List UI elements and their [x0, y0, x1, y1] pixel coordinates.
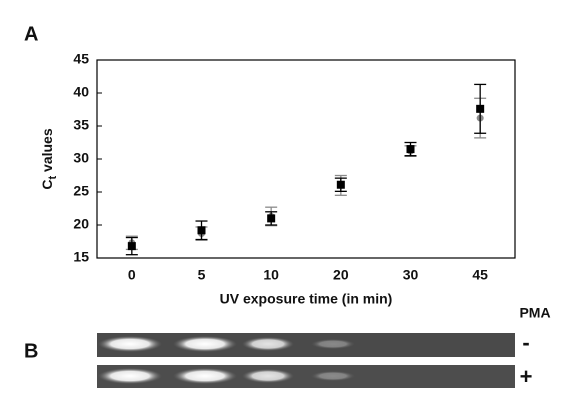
- panel-label: B: [24, 340, 38, 362]
- x-axis-label: UV exposure time (in min): [220, 291, 393, 307]
- x-tick-label: 10: [263, 267, 279, 283]
- x-tick-label: 20: [333, 267, 349, 283]
- y-tick-label: 20: [73, 216, 89, 232]
- marker: [406, 145, 415, 154]
- gel: [97, 365, 515, 388]
- y-tick-label: 35: [73, 117, 89, 133]
- y-tick-label: 30: [73, 150, 89, 166]
- panel-label: A: [24, 23, 38, 45]
- x-tick-label: 0: [128, 267, 136, 283]
- row-label: +: [520, 364, 533, 389]
- marker: [197, 226, 206, 235]
- gel: [97, 333, 515, 357]
- marker: [127, 242, 136, 251]
- y-tick-label: 25: [73, 183, 89, 199]
- y-tick-label: 15: [73, 249, 89, 265]
- y-axis-label: Ct values: [39, 128, 59, 189]
- x-tick-label: 30: [403, 267, 419, 283]
- marker: [476, 104, 485, 113]
- row-label: -: [522, 330, 529, 355]
- x-tick-label: 45: [472, 267, 488, 283]
- y-label-sub: t: [47, 176, 59, 180]
- x-tick-label: 5: [198, 267, 206, 283]
- y-label-part: values: [39, 128, 55, 176]
- y-tick-label: 45: [73, 51, 89, 67]
- y-label-part: C: [39, 180, 55, 190]
- marker: [336, 180, 345, 189]
- y-tick-label: 40: [73, 84, 89, 100]
- marker: [267, 214, 276, 223]
- plot-frame: [96, 59, 516, 259]
- column-header: PMA: [519, 305, 550, 321]
